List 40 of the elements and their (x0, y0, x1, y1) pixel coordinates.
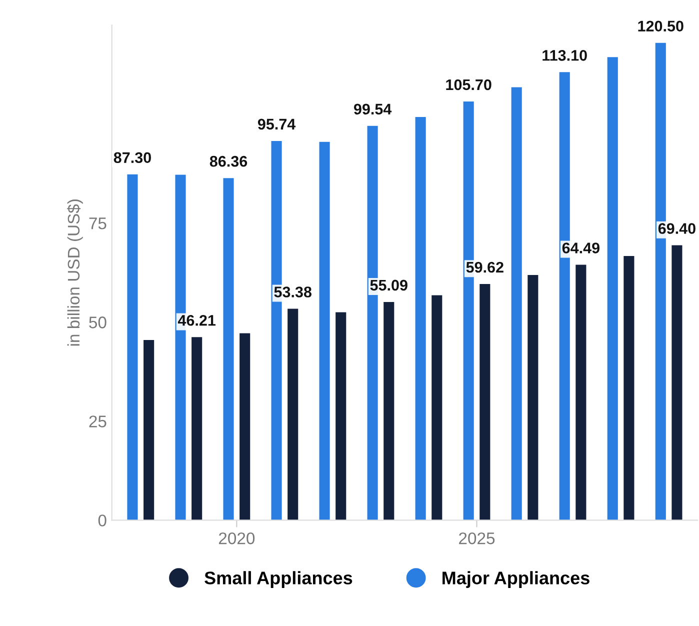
y-axis-title: in billion USD (US$) (67, 200, 83, 346)
data-label: 86.36 (210, 156, 248, 167)
data-label: 69.40 (658, 223, 696, 234)
bar (432, 295, 442, 520)
bar (415, 116, 426, 520)
bar (240, 333, 250, 520)
y-tick-label: 50 (89, 316, 106, 328)
data-label: 64.49 (562, 242, 600, 254)
data-label: 99.54 (354, 104, 392, 115)
data-label: 87.30 (114, 152, 151, 164)
data-label: 120.50 (638, 20, 684, 32)
bar (576, 264, 586, 520)
y-tick-label: 0 (98, 514, 106, 526)
bar (127, 174, 138, 520)
bar (528, 275, 538, 520)
bar (192, 337, 202, 520)
legend-label: Small Appliances (204, 571, 352, 588)
bar (319, 142, 330, 520)
bar (336, 312, 346, 520)
bar (607, 57, 618, 520)
bar (223, 178, 234, 520)
bar (672, 245, 682, 520)
data-label: 46.21 (178, 314, 216, 326)
bar (480, 284, 490, 520)
bar (384, 302, 394, 520)
bar (288, 308, 298, 520)
bar (511, 87, 522, 520)
y-tick-label: 75 (89, 218, 106, 230)
x-tick-label: 2020 (218, 532, 255, 544)
data-label: 55.09 (370, 280, 408, 291)
bar (624, 256, 634, 520)
data-label: 95.74 (258, 118, 296, 130)
data-label: 105.70 (446, 79, 492, 90)
x-tick-label: 2025 (459, 532, 495, 544)
data-label: 113.10 (542, 50, 587, 61)
data-label: 53.38 (274, 286, 312, 298)
bar (144, 340, 154, 520)
legend-label: Major Appliances (442, 571, 590, 588)
y-tick-label: 25 (89, 416, 106, 428)
data-label: 59.62 (466, 262, 504, 273)
